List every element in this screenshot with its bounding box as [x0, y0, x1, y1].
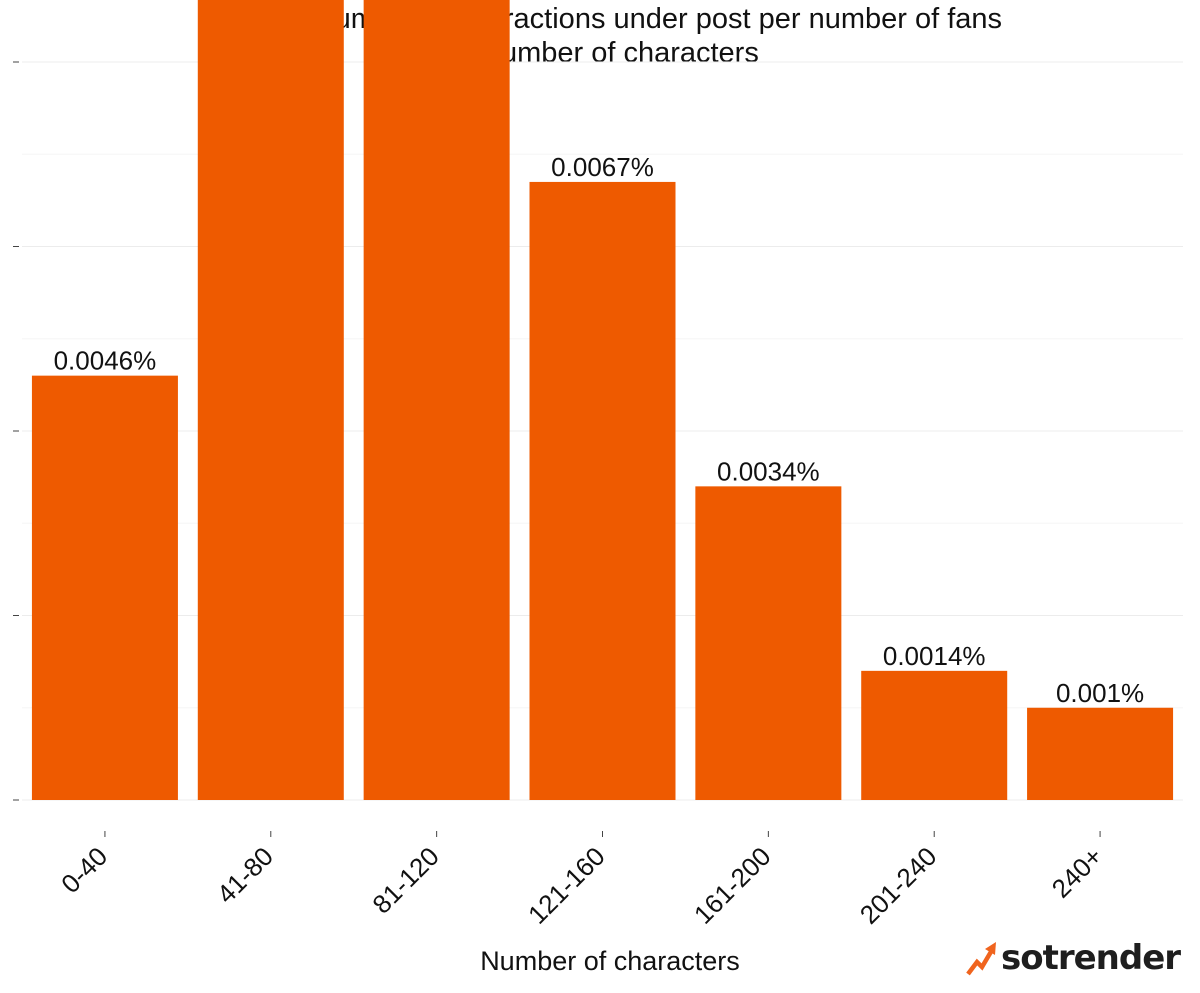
value-labels: 0.0046%0.0087%0.0093%0.0067%0.0034%0.001… [54, 152, 1145, 708]
x-tick-label: 161-200 [688, 841, 777, 930]
x-tick-label: 81-120 [366, 841, 444, 919]
x-axis-title: Number of characters [480, 946, 740, 976]
x-axis-ticks [104, 831, 1101, 837]
bar-121-160 [529, 181, 676, 801]
value-label: 0.0014% [883, 641, 986, 671]
x-tick-label: 240+ [1046, 841, 1109, 904]
bars [31, 0, 1174, 801]
x-tick-labels: 0-40 41-80 81-120 121-160 161-200 201-240 240+ [55, 841, 1108, 930]
bar-240+ [1027, 707, 1174, 800]
y-axis-ticks [13, 61, 19, 801]
rising-arrow-icon [965, 940, 999, 976]
brand-name: sotrender [1001, 938, 1181, 978]
x-tick-label: 201-240 [854, 841, 943, 930]
value-label: 0.0067% [551, 152, 654, 182]
bar-201-240 [861, 670, 1008, 800]
bar-161-200 [695, 486, 842, 800]
bar-0-40 [31, 375, 178, 800]
value-label: 0.001% [1056, 678, 1144, 708]
value-label: 0.0034% [717, 456, 820, 486]
sotrender-logo: sotrender [965, 938, 1181, 978]
bar-81-120 [363, 0, 510, 800]
bar-41-80 [197, 0, 344, 801]
x-tick-label: 41-80 [211, 841, 279, 909]
value-label: 0.0046% [54, 346, 157, 376]
x-tick-label: 0-40 [55, 841, 113, 899]
x-tick-label: 121-160 [522, 841, 611, 930]
